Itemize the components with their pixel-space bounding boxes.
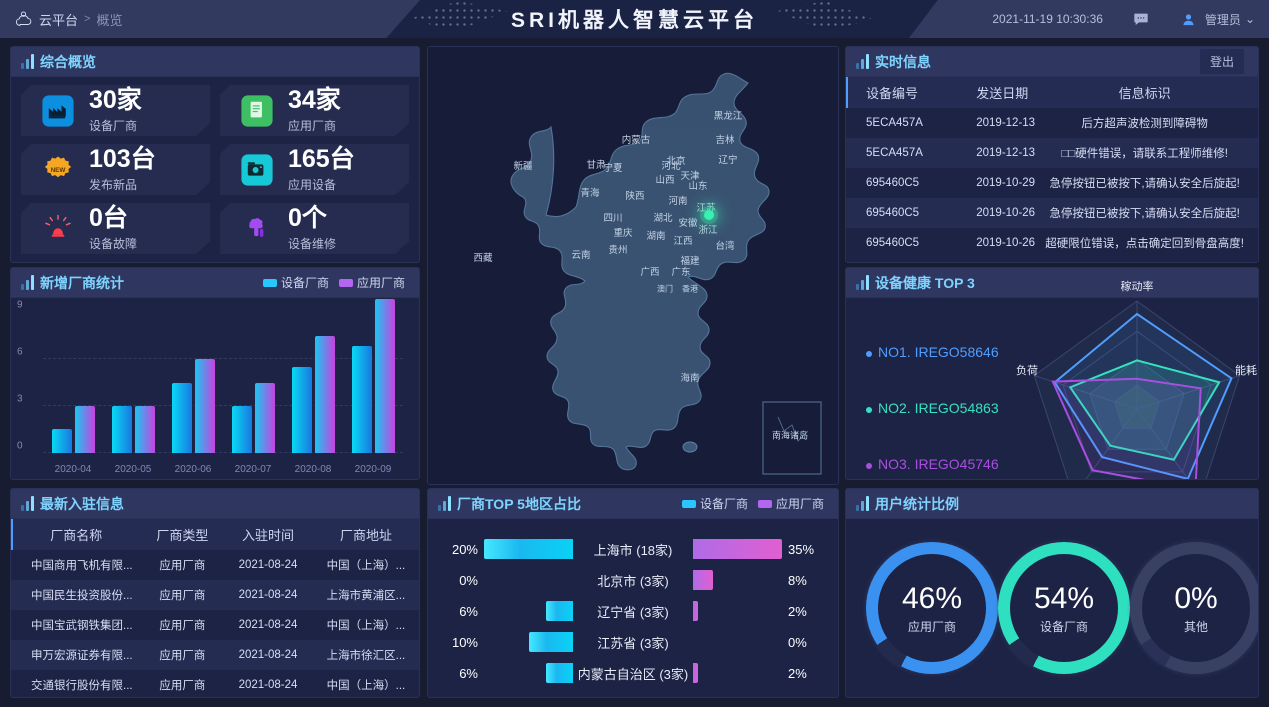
- svg-text:NEW: NEW: [51, 167, 66, 174]
